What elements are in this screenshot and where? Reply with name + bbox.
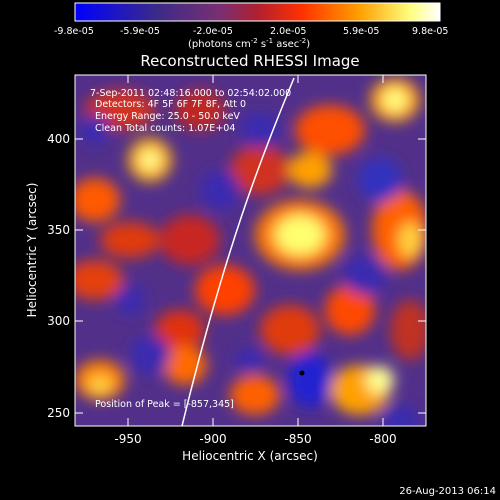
colorbar-tick-3: -2.0e-05 (193, 26, 233, 37)
x-axis-tick-labels: -950 -900 -850 -800 (114, 432, 396, 446)
solar-limb-curve (181, 77, 295, 426)
plot-frame (74, 74, 427, 427)
y-axis-title: Heliocentric Y (arcsec) (25, 183, 39, 318)
overlay-energy-range: Energy Range: 25.0 - 50.0 keV (95, 111, 240, 122)
x-axis-title: Heliocentric X (arcsec) (182, 449, 318, 463)
x-axis-ticks (127, 75, 384, 426)
solar-map-image (75, 75, 426, 426)
x-tick-label: -800 (369, 432, 396, 446)
colorbar-units: (photons cm-2 s-1 asec-2) (188, 37, 310, 50)
overlay-peak-position: Position of Peak = [-857,345] (95, 399, 234, 410)
y-axis-tick-labels: 250 300 350 400 (47, 132, 70, 420)
colorbar-tick-2: -5.9e-05 (120, 26, 160, 37)
y-tick-label: 300 (47, 314, 70, 328)
x-tick-label: -950 (114, 432, 141, 446)
y-tick-label: 400 (47, 132, 70, 146)
colorbar-tick-4: 2.0e-05 (270, 26, 306, 37)
overlay-clean-counts: Clean Total counts: 1.07E+04 (95, 123, 235, 134)
plot-title: Reconstructed RHESSI Image (140, 52, 359, 70)
footer-timestamp: 26-Aug-2013 06:14 (399, 486, 496, 497)
overlay-info: 7-Sep-2011 02:48:16.000 to 02:54:02.000 … (90, 88, 291, 410)
x-tick-label: -850 (284, 432, 311, 446)
colorbar-tick-1: -9.8e-05 (54, 26, 94, 37)
colorbar-tick-labels: -9.8e-05 -5.9e-05 -2.0e-05 2.0e-05 5.9e-… (54, 26, 448, 37)
y-tick-label: 250 (47, 406, 70, 420)
colorbar (74, 2, 441, 22)
overlay-detectors: Detectors: 4F 5F 6F 7F 8F, Att 0 (95, 99, 246, 110)
x-tick-label: -900 (199, 432, 226, 446)
colorbar-tick-6: 9.8e-05 (412, 26, 448, 37)
y-tick-label: 350 (47, 223, 70, 237)
peak-marker (299, 370, 305, 376)
overlay-time-range: 7-Sep-2011 02:48:16.000 to 02:54:02.000 (90, 88, 291, 99)
colorbar-tick-5: 5.9e-05 (343, 26, 379, 37)
y-axis-ticks (75, 138, 426, 414)
